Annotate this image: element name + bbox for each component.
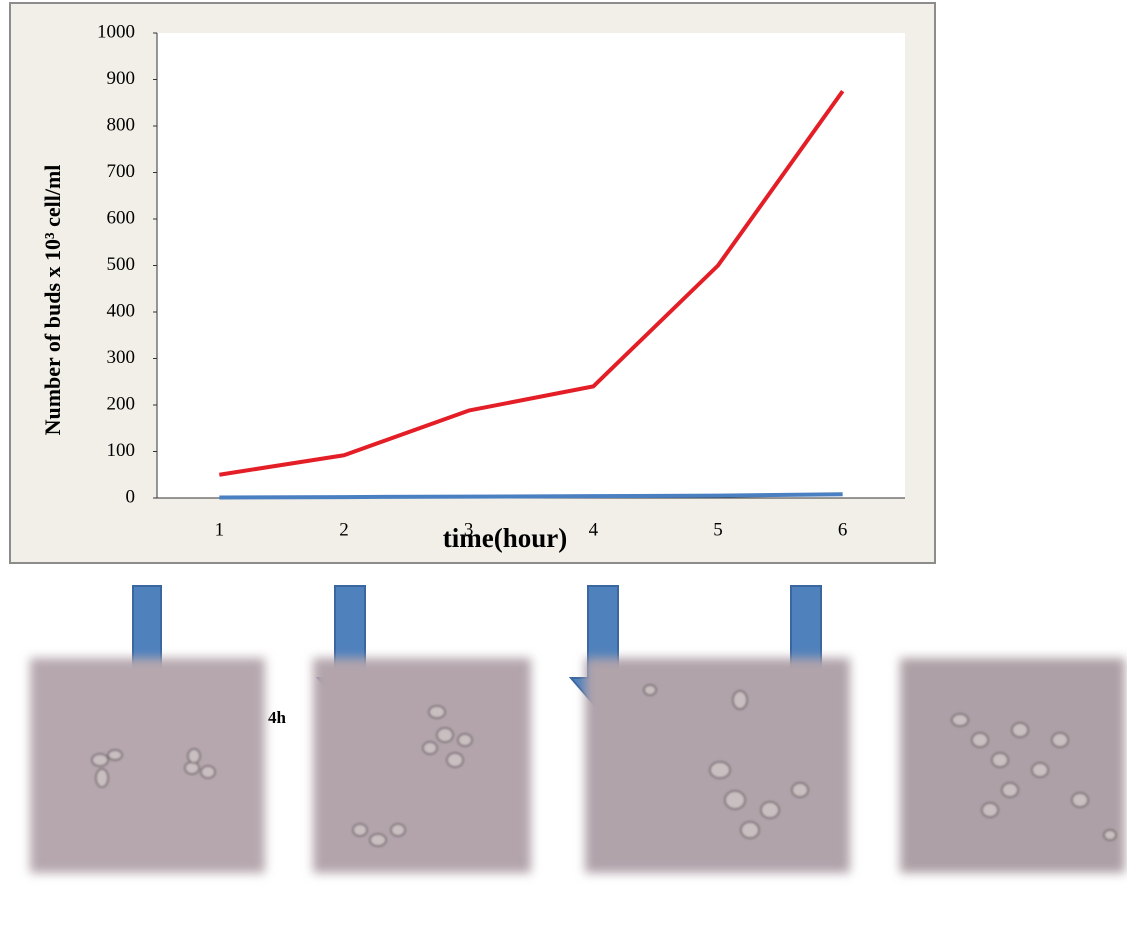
- y-tick-label: 800: [107, 114, 136, 135]
- x-tick-label: 6: [838, 519, 848, 540]
- page: Number of buds x 10³ cell/ml time(hour) …: [0, 0, 1127, 937]
- panel-label: 4h: [268, 708, 287, 727]
- y-tick-label: 900: [107, 68, 136, 89]
- x-tick-label: 1: [215, 519, 225, 540]
- y-tick-label: 300: [107, 347, 136, 368]
- x-tick-label: 3: [464, 519, 474, 540]
- x-tick-label: 4: [589, 519, 599, 540]
- y-tick-label: 1000: [97, 21, 135, 42]
- x-tick-label: 5: [713, 519, 723, 540]
- x-tick-label: 2: [339, 519, 349, 540]
- micrograph: [30, 658, 265, 873]
- micrograph: [313, 658, 531, 873]
- y-axis-title: Number of buds x 10³ cell/ml: [40, 165, 65, 436]
- figure: Number of buds x 10³ cell/ml time(hour) …: [0, 0, 1127, 932]
- y-tick-label: 0: [126, 486, 136, 507]
- y-tick-label: 200: [107, 393, 136, 414]
- y-tick-label: 600: [107, 207, 136, 228]
- y-tick-label: 100: [107, 440, 136, 461]
- micrographs: [30, 658, 1125, 873]
- x-axis-title: time(hour): [443, 523, 567, 553]
- y-tick-label: 400: [107, 300, 136, 321]
- y-tick-label: 700: [107, 161, 136, 182]
- micrograph: [900, 658, 1125, 873]
- y-tick-label: 500: [107, 254, 136, 275]
- plot-area: [157, 33, 905, 498]
